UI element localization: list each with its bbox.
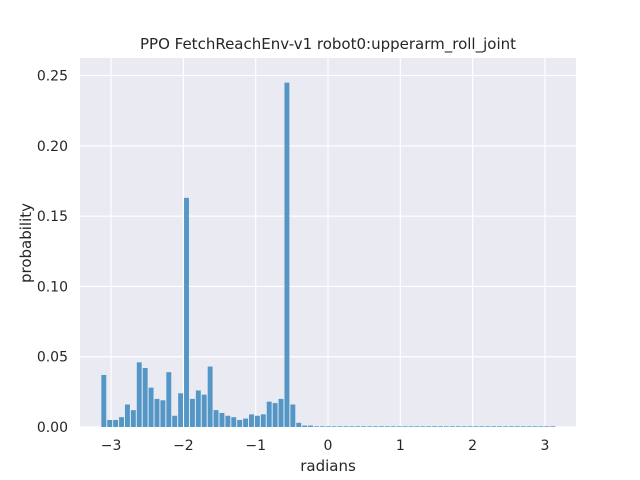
x-tick-label: 1 [396, 438, 405, 454]
histogram-bar [296, 422, 302, 427]
histogram-bar [355, 426, 361, 427]
histogram-bar [130, 410, 136, 427]
y-tick-label: 0.20 [37, 139, 68, 155]
histogram-bar [136, 362, 142, 427]
histogram-bar [160, 400, 166, 427]
histogram-bar [266, 401, 272, 427]
histogram-bar [254, 415, 260, 427]
y-tick-label: 0.00 [37, 420, 68, 436]
histogram-bar [503, 426, 508, 427]
histogram-bar [201, 394, 207, 427]
histogram-bar [367, 426, 373, 427]
histogram-bar [544, 426, 550, 427]
histogram-bar [378, 426, 384, 427]
histogram-bar [473, 426, 479, 427]
histogram-bar [184, 197, 189, 427]
histogram-bar [154, 398, 160, 427]
histogram-bar [532, 426, 538, 427]
x-tick-label: 3 [540, 438, 549, 454]
histogram-bar [290, 404, 296, 427]
x-axis-ticks: −3 −2 −1 0 1 2 3 [101, 438, 550, 454]
grid-lines [80, 58, 576, 428]
y-axis-ticks: 0.00 0.05 0.10 0.15 0.20 0.25 [37, 69, 68, 436]
histogram-bar [414, 426, 420, 427]
x-axis-label: radians [300, 457, 356, 475]
y-tick-label: 0.25 [37, 69, 68, 85]
histogram-bar [225, 415, 231, 427]
histogram-bar [497, 426, 503, 427]
histogram-bar [260, 414, 266, 427]
x-tick-label: −1 [245, 438, 266, 454]
histogram-bar [550, 426, 556, 427]
histogram-bar [243, 418, 249, 427]
histogram-bar [195, 390, 201, 427]
x-tick-label: 0 [324, 438, 333, 454]
histogram-bar [325, 426, 331, 427]
histogram-bar [148, 387, 154, 427]
y-tick-label: 0.05 [37, 350, 68, 366]
histogram-bar [308, 425, 314, 427]
histogram-bar [101, 374, 107, 427]
histogram-bar [302, 425, 308, 427]
histogram-bar [508, 426, 514, 427]
histogram-bar [284, 82, 290, 427]
histogram-bar [343, 426, 349, 427]
histogram-bar [538, 426, 544, 427]
histogram-bar [491, 426, 497, 427]
histogram-bar [272, 403, 278, 427]
x-tick-label: 2 [468, 438, 477, 454]
histogram-bar [461, 426, 467, 427]
histogram-bar [337, 426, 343, 427]
histogram-bar [314, 426, 319, 427]
histogram-bar [479, 426, 485, 427]
y-tick-label: 0.15 [37, 209, 68, 225]
histogram-bar [373, 426, 378, 427]
histogram-bar [485, 426, 491, 427]
histogram-bar [189, 398, 195, 427]
chart-title: PPO FetchReachEnv-v1 robot0:upperarm_rol… [140, 35, 516, 54]
histogram-bar [207, 366, 213, 427]
histogram-bar [432, 426, 438, 427]
histogram-bar [526, 426, 532, 427]
histogram-bar [166, 372, 172, 427]
histogram-bar [142, 367, 148, 427]
histogram-bar [178, 393, 184, 427]
histogram-bar [319, 426, 325, 427]
histogram-bar [349, 426, 355, 427]
histogram-bar [213, 410, 219, 427]
histogram-bar [107, 419, 113, 427]
histogram-bar [231, 417, 237, 427]
histogram-bar [402, 426, 408, 427]
histogram-bar [514, 426, 520, 427]
y-tick-label: 0.10 [37, 279, 68, 295]
histogram-bar [172, 415, 178, 427]
bars [101, 82, 556, 427]
histogram-bar [113, 419, 119, 427]
histogram-bar [467, 426, 473, 427]
histogram-bar [361, 426, 367, 427]
histogram-bar [119, 417, 124, 427]
histogram-bar [449, 426, 455, 427]
x-tick-label: −2 [173, 438, 194, 454]
histogram-bar [520, 426, 526, 427]
histogram-bar [396, 426, 402, 427]
histogram-bar [426, 426, 432, 427]
histogram-bar [384, 426, 390, 427]
histogram-bar [124, 404, 130, 427]
histogram-bar [443, 426, 449, 427]
histogram-bar [278, 398, 284, 427]
histogram-bar [408, 426, 414, 427]
histogram-bar [219, 412, 225, 427]
histogram-bar [237, 419, 243, 427]
histogram-bar [438, 426, 443, 427]
histogram-bar [249, 414, 254, 427]
histogram-bar [420, 426, 426, 427]
histogram-bar [455, 426, 461, 427]
histogram-bar [390, 426, 396, 427]
x-tick-label: −3 [101, 438, 122, 454]
y-axis-label: probability [17, 203, 35, 283]
histogram-bar [331, 426, 337, 427]
